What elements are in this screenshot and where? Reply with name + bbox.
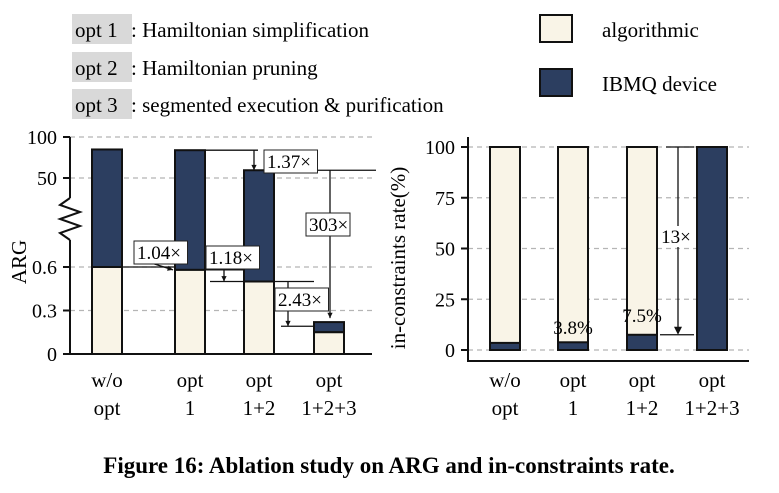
icr-label-13x: 13× — [661, 227, 691, 248]
series-legend: algorithmic IBMQ device — [539, 14, 717, 97]
ann-2-43-arrow-head — [285, 320, 291, 327]
icr-label-3-8: 3.8% — [553, 318, 593, 339]
in-constraints-chart: 0 25 50 75 100 w/o opt opt 1 opt 1+2 opt 1+2+3 in-c… — [386, 137, 749, 420]
icr-x-tick-label: opt — [492, 396, 519, 420]
opt2-tag-bg — [72, 52, 132, 82]
arg-y-ticks: 0 0.3 0.6 50 100 — [27, 127, 70, 366]
legend-label-device: IBMQ device — [602, 72, 717, 96]
ann-1-37-arrow-head — [251, 164, 257, 171]
icr-annotations: 3.8% 7.5% 13× — [553, 146, 694, 339]
ann-1-18-label-box — [205, 245, 260, 270]
icr-y-tick-label: 75 — [435, 188, 455, 210]
ann-1-37-label-box — [263, 149, 318, 174]
arg-bar-algorithmic — [243, 280, 275, 355]
arg-x-tick-label: opt — [177, 368, 204, 392]
arg-x-tick-label: 1+2+3 — [301, 396, 356, 420]
arg-y-tick-label: 0.3 — [32, 301, 57, 323]
arg-x-tick-label: opt — [94, 396, 121, 420]
icr-x-ticks: w/o opt opt 1 opt 1+2 opt 1+2+3 — [489, 368, 739, 420]
icr-x-tick-label: 1+2 — [626, 396, 659, 420]
arg-y-tick-label: 0 — [47, 344, 57, 366]
icr-y-tick-label: 50 — [435, 239, 455, 261]
icr-x-tick-label: w/o — [489, 368, 521, 392]
arg-x-tick-label: opt — [246, 368, 273, 392]
icr-x-tick-label: opt — [699, 368, 726, 392]
icr-axes — [467, 137, 749, 362]
icr-bars — [489, 146, 728, 352]
opt2-desc: : Hamiltonian pruning — [131, 56, 318, 80]
ann-303-label: 303× — [309, 215, 348, 236]
arg-x-tick-label: opt — [316, 368, 343, 392]
arg-axis-break — [56, 197, 84, 241]
ann-2-43-label-box — [274, 287, 329, 312]
ann-303-label-box — [305, 212, 351, 237]
arg-bar-device — [313, 321, 345, 334]
icr-bar-device — [557, 341, 589, 352]
opt1-desc: : Hamiltonian simplification — [131, 18, 369, 42]
icr-bar-algorithmic — [557, 146, 589, 351]
arg-x-tick-label: 1 — [185, 396, 196, 420]
opt2-tag: opt 2 — [75, 56, 118, 80]
icr-y-tick-label: 100 — [425, 137, 455, 159]
options-legend: opt 1 : Hamiltonian simplification opt 2… — [72, 14, 444, 119]
icr-bar-device — [626, 333, 658, 351]
ann-1-37-label: 1.37× — [267, 152, 311, 173]
opt1-tag-bg — [72, 14, 132, 44]
icr-label-7-5: 7.5% — [622, 306, 662, 327]
icr-13-label-bg — [658, 226, 694, 247]
arg-bar-algorithmic — [91, 266, 123, 355]
ann-1-04-arrow-head — [167, 265, 173, 271]
arg-bar-algorithmic — [174, 268, 206, 355]
ann-1-04-label-box — [133, 240, 188, 265]
icr-x-tick-label: 1 — [568, 396, 579, 420]
icr-bar-algorithmic — [626, 146, 658, 351]
icr-13-arrow-head — [674, 326, 682, 335]
icr-x-tick-label: opt — [560, 368, 587, 392]
arg-y-tick-label: 50 — [37, 168, 57, 190]
arg-x-tick-label: w/o — [91, 368, 123, 392]
icr-y-tick-label: 25 — [435, 289, 455, 311]
ann-303-arrow-head — [327, 312, 333, 319]
arg-y-tick-label: 0.6 — [32, 257, 57, 279]
arg-bar-algorithmic — [313, 331, 345, 355]
icr-bar-algorithmic — [489, 146, 521, 351]
icr-bar-device — [696, 146, 728, 351]
legend-swatch-algorithmic — [539, 14, 573, 43]
ann-1-18-arrow-head — [221, 276, 227, 282]
arg-bars — [91, 148, 345, 355]
opt1-tag: opt 1 — [75, 18, 118, 42]
icr-y-tick-label: 0 — [445, 340, 455, 362]
opt3-tag: opt 3 — [75, 93, 118, 117]
legend-swatch-device — [539, 68, 573, 97]
icr-bar-device — [489, 341, 521, 351]
icr-y-ticks: 0 25 50 75 100 — [425, 137, 468, 362]
icr-x-tick-label: opt — [629, 368, 656, 392]
ann-1-04-label: 1.04× — [137, 243, 181, 264]
icr-x-tick-label: 1+2+3 — [684, 396, 739, 420]
arg-y-label: ARG — [7, 240, 31, 284]
ann-1-18-label: 1.18× — [209, 248, 253, 269]
arg-x-ticks: w/o opt opt 1 opt 1+2 opt 1+2+3 — [91, 368, 356, 420]
arg-annotations: 1.04× 1.18× 2.43× 1.37× 303× — [122, 149, 376, 327]
arg-x-tick-label: 1+2 — [243, 396, 276, 420]
icr-y-label: in-constraints rate(%) — [386, 167, 410, 350]
opt3-desc: : segmented execution & purification — [131, 93, 444, 117]
arg-chart: 0 0.3 0.6 50 100 w/o opt opt 1 opt 1+2 opt 1+2+3 AR… — [7, 127, 376, 420]
arg-bar-device — [91, 148, 123, 268]
opt3-tag-bg — [72, 89, 132, 119]
arg-y-tick-label: 100 — [27, 127, 57, 149]
legend-label-algorithmic: algorithmic — [602, 18, 699, 42]
ann-2-43-label: 2.43× — [278, 290, 322, 311]
figure-caption: Figure 16: Ablation study on ARG and in-… — [103, 453, 674, 478]
